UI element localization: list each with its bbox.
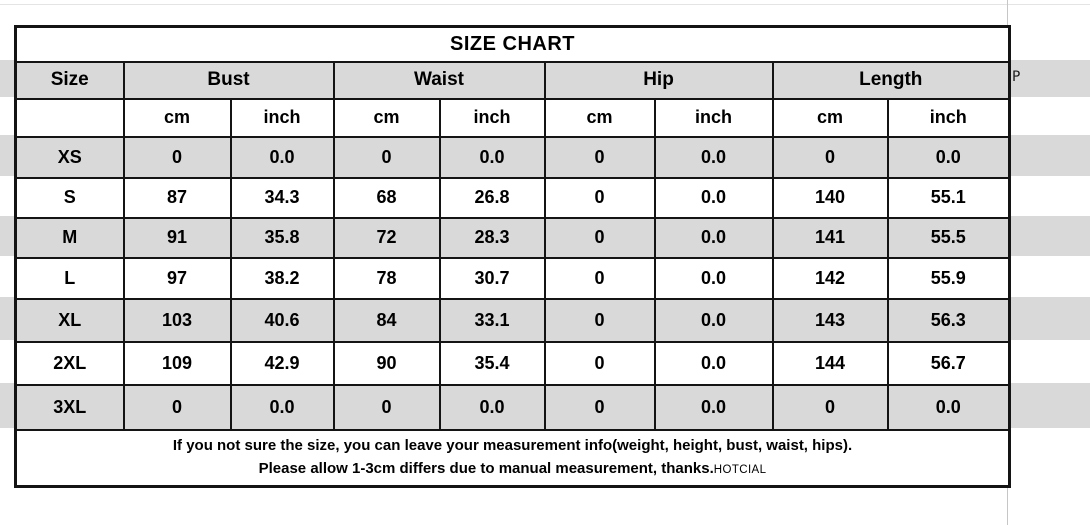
value-cell: 55.9 bbox=[886, 256, 1011, 300]
value-cell: 91 bbox=[122, 216, 232, 259]
value-cell: 0 bbox=[543, 135, 656, 179]
table-row: XS 0 0.0 0 0.0 0 0.0 0 0.0 bbox=[14, 135, 1011, 179]
size-table-body: XS 0 0.0 0 0.0 0 0.0 0 0.0 S 87 34.3 68 26.8 0 0.0 140 55… bbox=[14, 135, 1011, 431]
value-cell: 141 bbox=[771, 216, 889, 259]
value-cell: 56.7 bbox=[886, 340, 1011, 386]
unit-header-inch: inch bbox=[653, 97, 774, 138]
unit-header-cm: cm bbox=[771, 97, 889, 138]
value-cell: 33.1 bbox=[438, 297, 546, 343]
value-cell: 103 bbox=[122, 297, 232, 343]
size-label: S bbox=[14, 176, 125, 219]
corner-label: P bbox=[1012, 69, 1021, 85]
table-row: 2XL 109 42.9 90 35.4 0 0.0 144 56.7 bbox=[14, 340, 1011, 386]
column-header-waist: Waist bbox=[332, 60, 546, 100]
unit-header-inch: inch bbox=[438, 97, 546, 138]
table-row: S 87 34.3 68 26.8 0 0.0 140 55.1 bbox=[14, 176, 1011, 219]
value-cell: 0 bbox=[543, 216, 656, 259]
value-cell: 0 bbox=[122, 383, 232, 431]
value-cell: 40.6 bbox=[229, 297, 335, 343]
value-cell: 0 bbox=[332, 383, 441, 431]
value-cell: 0.0 bbox=[653, 383, 774, 431]
value-cell: 109 bbox=[122, 340, 232, 386]
value-cell: 55.5 bbox=[886, 216, 1011, 259]
value-cell: 0 bbox=[543, 256, 656, 300]
value-cell: 0 bbox=[543, 297, 656, 343]
column-header-length: Length bbox=[771, 60, 1011, 100]
value-cell: 144 bbox=[771, 340, 889, 386]
value-cell: 0.0 bbox=[229, 383, 335, 431]
unit-header-cm: cm bbox=[332, 97, 441, 138]
value-cell: 72 bbox=[332, 216, 441, 259]
value-cell: 78 bbox=[332, 256, 441, 300]
column-header-size: Size bbox=[14, 60, 125, 100]
brand-label: HOTCIAL bbox=[713, 463, 767, 476]
footer-line-2: Please allow 1-3cm differs due to manual… bbox=[258, 459, 767, 477]
value-cell: 87 bbox=[122, 176, 232, 219]
value-cell: 0 bbox=[543, 383, 656, 431]
value-cell: 90 bbox=[332, 340, 441, 386]
value-cell: 0.0 bbox=[653, 176, 774, 219]
unit-header-cm: cm bbox=[122, 97, 232, 138]
size-label: M bbox=[14, 216, 125, 259]
size-label: 3XL bbox=[14, 383, 125, 431]
value-cell: 0.0 bbox=[653, 297, 774, 343]
empty-corner-cell bbox=[14, 97, 125, 138]
size-label: L bbox=[14, 256, 125, 300]
value-cell: 68 bbox=[332, 176, 441, 219]
unit-header-inch: inch bbox=[229, 97, 335, 138]
value-cell: 55.1 bbox=[886, 176, 1011, 219]
value-cell: 0.0 bbox=[653, 256, 774, 300]
value-cell: 0 bbox=[771, 135, 889, 179]
value-cell: 28.3 bbox=[438, 216, 546, 259]
value-cell: 42.9 bbox=[229, 340, 335, 386]
value-cell: 0.0 bbox=[438, 383, 546, 431]
value-cell: 0 bbox=[122, 135, 232, 179]
size-label: 2XL bbox=[14, 340, 125, 386]
size-label: XS bbox=[14, 135, 125, 179]
value-cell: 56.3 bbox=[886, 297, 1011, 343]
column-header-hip: Hip bbox=[543, 60, 774, 100]
size-label: XL bbox=[14, 297, 125, 343]
value-cell: 30.7 bbox=[438, 256, 546, 300]
value-cell: 97 bbox=[122, 256, 232, 300]
value-cell: 142 bbox=[771, 256, 889, 300]
gridline-horizontal bbox=[0, 4, 1090, 5]
value-cell: 0 bbox=[332, 135, 441, 179]
value-cell: 0 bbox=[543, 176, 656, 219]
table-row: M 91 35.8 72 28.3 0 0.0 141 55.5 bbox=[14, 216, 1011, 259]
value-cell: 0.0 bbox=[438, 135, 546, 179]
table-row: 3XL 0 0.0 0 0.0 0 0.0 0 0.0 bbox=[14, 383, 1011, 431]
value-cell: 0 bbox=[543, 340, 656, 386]
value-cell: 0.0 bbox=[886, 383, 1011, 431]
value-cell: 140 bbox=[771, 176, 889, 219]
footer-line-1: If you not sure the size, you can leave … bbox=[172, 436, 853, 454]
value-cell: 26.8 bbox=[438, 176, 546, 219]
column-header-bust: Bust bbox=[122, 60, 335, 100]
value-cell: 0.0 bbox=[653, 135, 774, 179]
value-cell: 34.3 bbox=[229, 176, 335, 219]
size-table: SIZE CHART Size Bust Waist Hip Length cm… bbox=[14, 25, 1012, 488]
unit-header-inch: inch bbox=[886, 97, 1011, 138]
value-cell: 35.8 bbox=[229, 216, 335, 259]
value-cell: 143 bbox=[771, 297, 889, 343]
unit-header-cm: cm bbox=[543, 97, 656, 138]
value-cell: 0.0 bbox=[229, 135, 335, 179]
footer-note: If you not sure the size, you can leave … bbox=[14, 428, 1011, 488]
value-cell: 0.0 bbox=[886, 135, 1011, 179]
value-cell: 0 bbox=[771, 383, 889, 431]
value-cell: 38.2 bbox=[229, 256, 335, 300]
table-row: XL 103 40.6 84 33.1 0 0.0 143 56.3 bbox=[14, 297, 1011, 343]
value-cell: 0.0 bbox=[653, 340, 774, 386]
value-cell: 0.0 bbox=[653, 216, 774, 259]
page-title: SIZE CHART bbox=[14, 25, 1011, 63]
value-cell: 84 bbox=[332, 297, 441, 343]
table-row: L 97 38.2 78 30.7 0 0.0 142 55.9 bbox=[14, 256, 1011, 300]
value-cell: 35.4 bbox=[438, 340, 546, 386]
